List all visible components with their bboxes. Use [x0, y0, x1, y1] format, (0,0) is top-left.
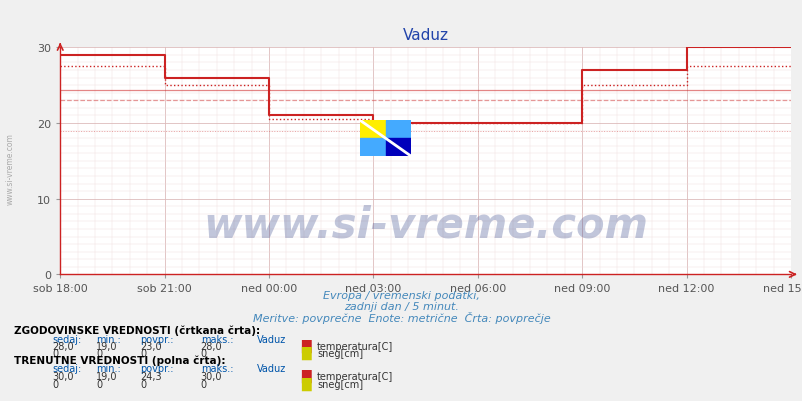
- Text: zadnji dan / 5 minut.: zadnji dan / 5 minut.: [343, 302, 459, 312]
- Text: 24,3: 24,3: [140, 371, 162, 381]
- Text: Vaduz: Vaduz: [257, 363, 286, 373]
- Text: ZGODOVINSKE VREDNOSTI (črtkana črta):: ZGODOVINSKE VREDNOSTI (črtkana črta):: [14, 325, 261, 336]
- Text: Meritve: povprečne  Enote: metrične  Črta: povprečje: Meritve: povprečne Enote: metrične Črta:…: [253, 311, 549, 323]
- Text: min.:: min.:: [96, 334, 121, 344]
- Bar: [359, 121, 385, 139]
- Text: 0: 0: [140, 379, 147, 389]
- Text: temperatura[C]: temperatura[C]: [317, 341, 393, 351]
- Bar: [359, 139, 385, 157]
- Text: sedaj:: sedaj:: [52, 334, 81, 344]
- Text: TRENUTNE VREDNOSTI (polna črta):: TRENUTNE VREDNOSTI (polna črta):: [14, 355, 225, 365]
- Text: povpr.:: povpr.:: [140, 363, 174, 373]
- Text: █: █: [301, 369, 310, 382]
- Text: 0: 0: [140, 348, 147, 358]
- Text: 19,0: 19,0: [96, 341, 118, 351]
- Text: 30,0: 30,0: [52, 371, 74, 381]
- Text: sedaj:: sedaj:: [52, 363, 81, 373]
- Text: 28,0: 28,0: [200, 341, 222, 351]
- Text: █: █: [301, 346, 310, 359]
- Text: Evropa / vremenski podatki,: Evropa / vremenski podatki,: [322, 291, 480, 301]
- Text: sneg[cm]: sneg[cm]: [317, 348, 363, 358]
- FancyBboxPatch shape: [60, 48, 790, 275]
- Text: 0: 0: [52, 348, 59, 358]
- Text: 0: 0: [96, 379, 103, 389]
- Text: www.si-vreme.com: www.si-vreme.com: [6, 133, 15, 204]
- Bar: [385, 121, 411, 139]
- Text: temperatura[C]: temperatura[C]: [317, 371, 393, 381]
- Text: █: █: [301, 339, 310, 352]
- Bar: [385, 139, 411, 157]
- Text: 0: 0: [200, 379, 207, 389]
- Text: 23,0: 23,0: [140, 341, 162, 351]
- Text: 0: 0: [96, 348, 103, 358]
- Text: www.si-vreme.com: www.si-vreme.com: [203, 204, 647, 246]
- Text: █: █: [301, 377, 310, 390]
- Text: min.:: min.:: [96, 363, 121, 373]
- Text: povpr.:: povpr.:: [140, 334, 174, 344]
- Text: Vaduz: Vaduz: [257, 334, 286, 344]
- Text: 0: 0: [200, 348, 207, 358]
- Text: maks.:: maks.:: [200, 334, 233, 344]
- Text: 19,0: 19,0: [96, 371, 118, 381]
- Title: Vaduz: Vaduz: [402, 28, 448, 43]
- Text: sneg[cm]: sneg[cm]: [317, 379, 363, 389]
- Text: 28,0: 28,0: [52, 341, 74, 351]
- Text: maks.:: maks.:: [200, 363, 233, 373]
- Text: 0: 0: [52, 379, 59, 389]
- Text: 30,0: 30,0: [200, 371, 222, 381]
